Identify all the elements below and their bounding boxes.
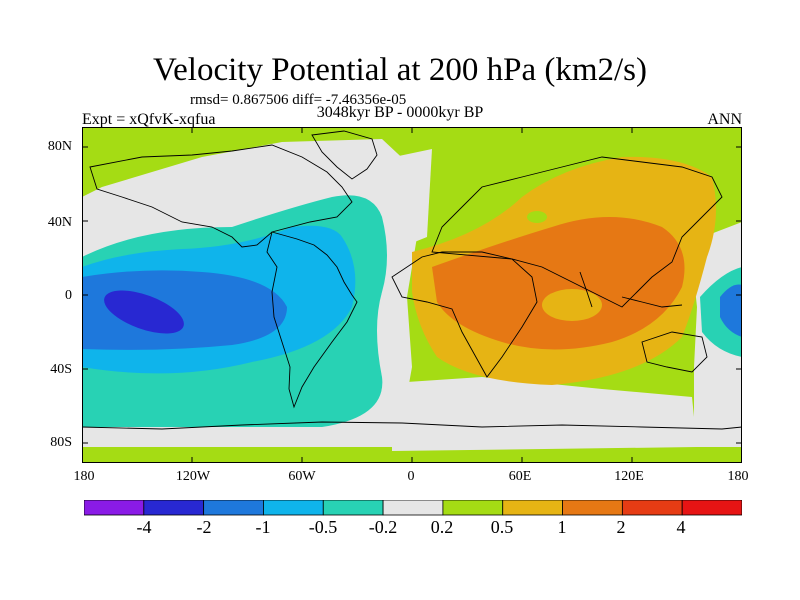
stats-label: rmsd= 0.867506 diff= -7.46356e-05 [190, 92, 407, 108]
chart-subtitle: 3048kyr BP - 0000kyr BP [316, 104, 484, 121]
lat-tick-label: 40N [47, 215, 72, 230]
colorbar-swatch [263, 500, 324, 516]
colorbar-swatch [143, 500, 205, 516]
lat-tick-label: 0 [65, 288, 72, 303]
colorbar-swatch [681, 500, 742, 516]
lon-tick-label: 60W [288, 469, 316, 484]
colorbar-swatch [382, 500, 444, 516]
colorbar-label: 0.2 [430, 517, 454, 537]
coastline [621, 296, 683, 308]
colorbar-label: 2 [616, 517, 626, 537]
coastline [311, 130, 378, 180]
colorbar-swatch [502, 500, 563, 516]
coastline [579, 271, 593, 308]
colorbar-label: -0.5 [308, 517, 338, 537]
colorbar-label: 0.5 [490, 517, 514, 537]
lon-tick-label: 120W [175, 469, 211, 484]
map-frame [82, 127, 742, 463]
field-band [392, 377, 697, 451]
colorbar-swatch [322, 500, 384, 516]
chart-title: Velocity Potential at 200 hPa (km2/s) [152, 52, 648, 88]
coastline [391, 251, 538, 378]
coastline [266, 231, 358, 409]
field-band [82, 270, 287, 350]
colorbar [84, 500, 742, 516]
field-band [104, 290, 184, 334]
coastline [89, 144, 353, 248]
velocity-potential-map [82, 127, 742, 463]
lon-tick-label: 120E [614, 469, 644, 484]
field-band [527, 211, 547, 223]
colorbar-swatch [203, 500, 264, 516]
field-band [542, 289, 602, 321]
colorbar-label: -4 [136, 517, 152, 537]
colorbar-swatch [442, 500, 504, 516]
coastline [641, 331, 708, 373]
field-band [394, 149, 432, 247]
colorbar-label: 4 [676, 517, 686, 537]
lon-tick-label: 0 [407, 469, 415, 484]
colorbar-label: -2 [196, 517, 212, 537]
lon-tick-label: 180 [727, 469, 749, 484]
lon-tick-label: 180 [73, 469, 95, 484]
colorbar-swatch [84, 500, 145, 516]
experiment-label: Expt = xQfvK-xqfua [82, 111, 216, 128]
lat-tick-label: 80N [47, 139, 72, 154]
coastline [82, 421, 742, 430]
lat-tick-label: 40S [50, 362, 72, 377]
colorbar-label: -0.2 [368, 517, 398, 537]
lat-tick-label: 80S [50, 435, 72, 450]
field-band [432, 217, 685, 350]
season-label: ANN [707, 111, 742, 128]
field-band [720, 284, 742, 337]
colorbar-label: 1 [557, 517, 567, 537]
colorbar-swatch [562, 500, 623, 516]
lon-tick-label: 60E [508, 469, 532, 484]
coastline [431, 156, 723, 308]
colorbar-label: -1 [255, 517, 271, 537]
colorbar-swatch [621, 500, 683, 516]
